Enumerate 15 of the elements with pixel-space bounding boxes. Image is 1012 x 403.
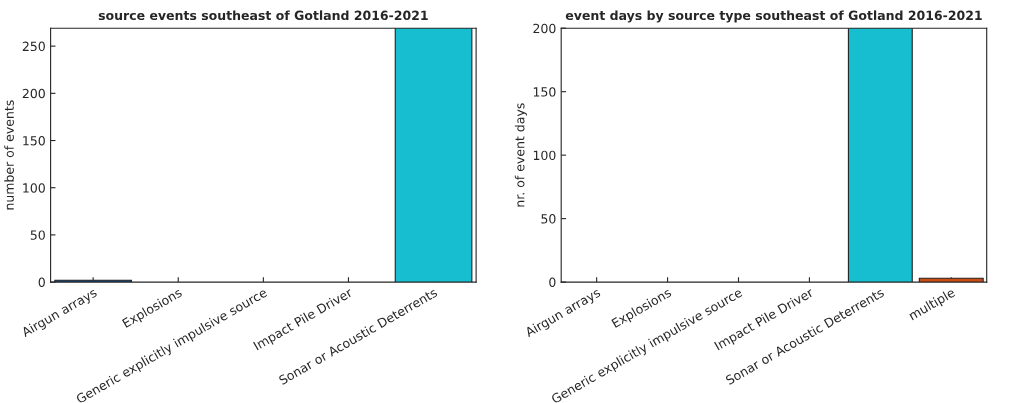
y-tick-label: 150 [23, 136, 45, 146]
y-axis-title: number of events [4, 100, 14, 210]
y-axis-title: nr. of event days [514, 103, 527, 207]
y-tick-label: 100 [23, 183, 45, 193]
y-tick-label: 150 [533, 87, 556, 97]
chart-title: source events southeast of Gotland 2016-2021 [98, 10, 428, 21]
y-tick-label: 50 [541, 214, 556, 224]
y-tick-label: 0 [38, 277, 45, 288]
chart-title: event days by source type southeast of Gotland 2016-2021 [565, 10, 982, 23]
y-tick-label: 0 [549, 277, 556, 288]
y-tick-label: 200 [22, 88, 45, 99]
y-tick-label: 250 [22, 41, 45, 52]
y-tick-label: 100 [533, 150, 556, 161]
y-tick-label: 200 [533, 23, 556, 34]
y-tick-label: 50 [30, 230, 45, 240]
